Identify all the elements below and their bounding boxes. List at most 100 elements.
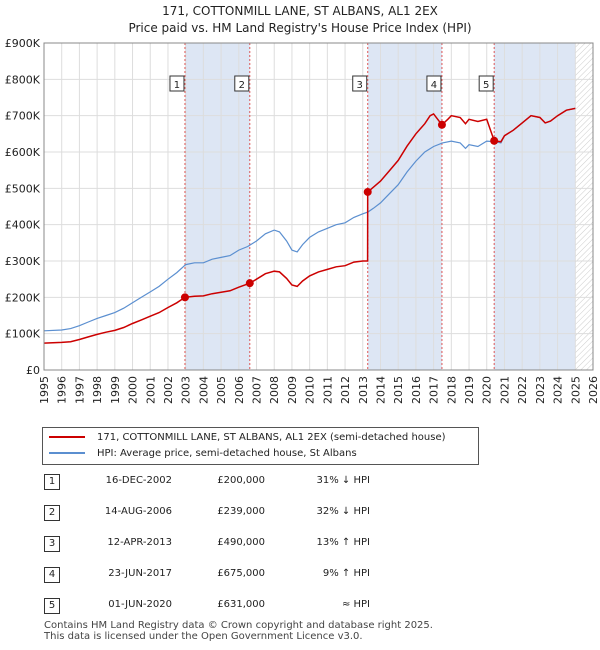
sale-hpi-comparison: 13% ↑ HPI [316, 537, 370, 548]
x-tick-label: 2003 [180, 376, 193, 404]
x-tick-label: 2006 [233, 376, 246, 404]
x-tick-label: 2009 [286, 376, 299, 404]
sale-date: 16-DEC-2002 [105, 475, 172, 486]
footer-license: This data is licensed under the Open Gov… [44, 631, 363, 642]
sale-number-badge: 2 [44, 505, 60, 521]
sale-price: £200,000 [217, 475, 265, 486]
x-tick-label: 2026 [587, 376, 600, 404]
x-tick-label: 1996 [56, 376, 69, 404]
x-tick-label: 2019 [463, 376, 476, 404]
table-row: 5 01-JUN-2020 £631,000 ≈ HPI [0, 596, 600, 614]
x-tick-label: 2007 [251, 376, 264, 404]
y-tick-label: £500K [5, 182, 41, 195]
y-tick-label: £400K [5, 219, 41, 232]
x-tick-label: 2024 [552, 376, 565, 404]
chart-subtitle: Price paid vs. HM Land Registry's House … [128, 21, 472, 35]
table-row: 2 14-AUG-2006 £239,000 32% ↓ HPI [0, 503, 600, 521]
x-tick-label: 2011 [321, 376, 334, 404]
x-tick-label: 2014 [374, 376, 387, 404]
shaded-period [494, 43, 576, 370]
y-tick-label: £300K [5, 255, 41, 268]
x-tick-label: 2015 [392, 376, 405, 404]
shaded-period [184, 43, 250, 370]
legend-hpi-label: HPI: Average price, semi-detached house,… [97, 448, 357, 459]
price-chart: £0 £100K £200K £300K £400K £500K £600K £700K £80… [5, 37, 600, 404]
series-line-price_paid [43, 107, 576, 344]
forecast-hatch [575, 43, 593, 370]
footer-copyright: Contains HM Land Registry data © Crown c… [44, 620, 433, 631]
legend-price-label: 171, COTTONMILL LANE, ST ALBANS, AL1 2EX… [97, 432, 446, 443]
y-tick-label: £0 [26, 364, 40, 377]
x-tick-label: 2008 [268, 376, 281, 404]
table-row: 4 23-JUN-2017 £675,000 9% ↑ HPI [0, 565, 600, 583]
legend-hpi-swatch [49, 452, 85, 454]
table-row: 1 16-DEC-2002 £200,000 31% ↓ HPI [0, 472, 600, 490]
sale-label-box [352, 75, 368, 92]
table-row: 3 12-APR-2013 £490,000 13% ↑ HPI [0, 534, 600, 552]
legend-item-hpi: HPI: Average price, semi-detached house,… [49, 446, 357, 462]
sale-label-box [234, 75, 250, 92]
plot-border [43, 42, 594, 371]
chart-legend: 171, COTTONMILL LANE, ST ALBANS, AL1 2EX… [42, 427, 479, 465]
x-tick-label: 2016 [410, 376, 423, 404]
sale-number-badge: 1 [44, 474, 60, 490]
sale-point [245, 279, 254, 288]
sale-label-number: 3 [357, 80, 363, 91]
sale-price: £490,000 [217, 537, 265, 548]
shaded-period [367, 43, 442, 370]
x-tick-label: 1998 [91, 376, 104, 404]
sale-label-number: 2 [239, 80, 245, 91]
sale-date: 14-AUG-2006 [104, 506, 172, 517]
chart-title: 171, COTTONMILL LANE, ST ALBANS, AL1 2EX [162, 4, 438, 18]
x-tick-label: 2013 [357, 376, 370, 404]
sale-number-badge: 4 [44, 567, 60, 583]
sale-label-box [426, 75, 442, 92]
sale-date: 23-JUN-2017 [108, 568, 172, 579]
x-tick-label: 2023 [534, 376, 547, 404]
x-tick-label: 2025 [569, 376, 582, 404]
sale-number-badge: 3 [44, 536, 60, 552]
sale-point [363, 187, 372, 196]
x-tick-label: 1995 [38, 376, 51, 404]
sale-hpi-comparison: ≈ HPI [341, 599, 370, 610]
sale-label-number: 1 [174, 80, 180, 91]
sale-hpi-comparison: 32% ↓ HPI [316, 506, 370, 517]
x-tick-label: 2004 [197, 376, 210, 404]
sale-price: £631,000 [217, 599, 265, 610]
y-tick-label: £100K [5, 328, 41, 341]
sale-label-box [169, 75, 185, 92]
x-tick-label: 2000 [127, 376, 140, 404]
y-tick-label: £700K [5, 110, 41, 123]
sale-hpi-comparison: 9% ↑ HPI [322, 568, 370, 579]
sale-price: £675,000 [217, 568, 265, 579]
x-tick-label: 2005 [215, 376, 228, 404]
sale-point [437, 120, 446, 129]
sale-hpi-comparison: 31% ↓ HPI [316, 475, 370, 486]
sale-point [490, 136, 499, 145]
sale-date: 01-JUN-2020 [108, 599, 172, 610]
x-tick-label: 2010 [304, 376, 317, 404]
x-tick-label: 2018 [445, 376, 458, 404]
sale-point [180, 293, 189, 302]
sale-label-box [478, 75, 494, 92]
x-tick-label: 2012 [339, 376, 352, 404]
x-tick-label: 1997 [73, 376, 86, 404]
x-tick-label: 1999 [109, 376, 122, 404]
x-tick-label: 2001 [144, 376, 157, 404]
y-tick-label: £600K [5, 146, 41, 159]
sale-label-number: 4 [431, 80, 437, 91]
x-tick-label: 2021 [498, 376, 511, 404]
x-tick-label: 2020 [481, 376, 494, 404]
sale-date: 12-APR-2013 [107, 537, 172, 548]
footer: Contains HM Land Registry data © Crown c… [44, 620, 433, 642]
x-tick-label: 2017 [428, 376, 441, 404]
legend-price-swatch [49, 436, 85, 438]
y-tick-label: £900K [5, 37, 41, 50]
legend-item-price: 171, COTTONMILL LANE, ST ALBANS, AL1 2EX… [49, 430, 446, 446]
y-tick-label: £200K [5, 291, 41, 304]
sale-price: £239,000 [217, 506, 265, 517]
x-tick-label: 2022 [516, 376, 529, 404]
x-tick-label: 2002 [162, 376, 175, 404]
sale-label-number: 5 [483, 80, 489, 91]
y-tick-label: £800K [5, 73, 41, 86]
